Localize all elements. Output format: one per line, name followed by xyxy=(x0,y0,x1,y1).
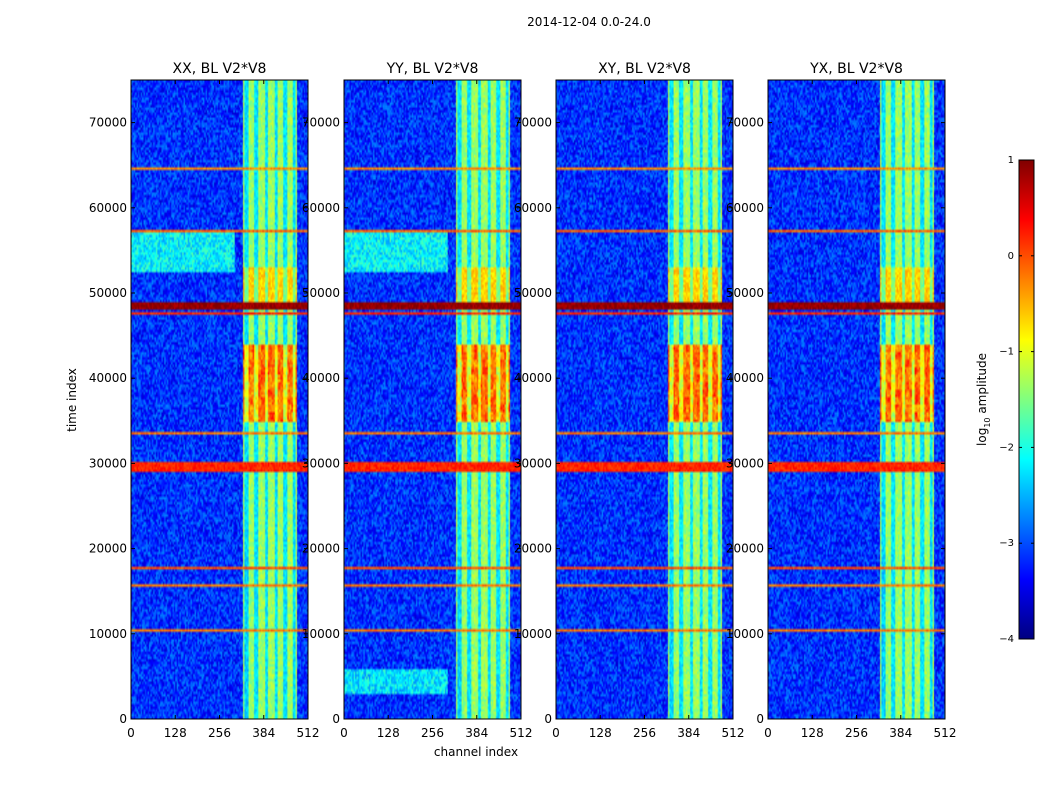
colorbar-label: log10 amplitude xyxy=(975,353,992,446)
panel-title-3: XY, BL V2*V8 xyxy=(598,61,691,77)
y-tick-label: 50000 xyxy=(514,286,552,300)
y-tick-label: 20000 xyxy=(302,542,340,556)
heatmap-1 xyxy=(131,80,308,719)
y-tick-label: 30000 xyxy=(89,456,127,470)
x-tick-label: 256 xyxy=(421,726,444,740)
colorbar: −4 −3 −2 −1 0 1 log10 amplitude xyxy=(975,155,1035,645)
panel-title-2: YY, BL V2*V8 xyxy=(386,61,479,77)
y-tick-label: 60000 xyxy=(726,201,764,215)
y-tick-label: 10000 xyxy=(726,627,764,641)
y-tick-label: 70000 xyxy=(726,116,764,130)
colorbar-tick-label: −2 xyxy=(999,442,1014,453)
x-tick-label: 512 xyxy=(297,726,320,740)
x-tick-label: 384 xyxy=(889,726,912,740)
y-tick-label: 40000 xyxy=(89,371,127,385)
y-tick-label: 40000 xyxy=(726,371,764,385)
x-tick-label: 0 xyxy=(127,726,135,740)
y-tick-label: 70000 xyxy=(514,116,552,130)
y-tick-label: 10000 xyxy=(89,627,127,641)
heatmap-4 xyxy=(768,80,945,719)
panel-2: YY, BL V2*V8 0 128 256 384 512 0 10000 20000 3000… xyxy=(302,61,533,740)
x-tick-label: 256 xyxy=(845,726,868,740)
x-tick-label: 384 xyxy=(252,726,275,740)
colorbar-swatch xyxy=(1018,159,1035,640)
x-tick-label: 384 xyxy=(677,726,700,740)
colorbar-tick-label: −3 xyxy=(999,538,1014,549)
y-tick-label: 20000 xyxy=(89,542,127,556)
y-tick-label: 60000 xyxy=(514,201,552,215)
y-tick-label: 70000 xyxy=(89,116,127,130)
y-tick-label: 10000 xyxy=(514,627,552,641)
y-tick-label: 60000 xyxy=(302,201,340,215)
x-tick-label: 128 xyxy=(164,726,187,740)
x-tick-label: 256 xyxy=(633,726,656,740)
x-tick-label: 128 xyxy=(589,726,612,740)
y-axis-label: time index xyxy=(65,368,79,432)
colorbar-tick-label: −1 xyxy=(999,347,1014,358)
y-tick-label: 40000 xyxy=(302,371,340,385)
x-tick-label: 512 xyxy=(510,726,533,740)
y-tick-label: 0 xyxy=(756,712,764,726)
figure-suptitle: 2014-12-04 0.0-24.0 xyxy=(527,15,651,29)
colorbar-tick-label: 1 xyxy=(1008,155,1014,166)
x-tick-label: 256 xyxy=(208,726,231,740)
panel-3: XY, BL V2*V8 0 128 256 384 512 0 10000 20000 3000… xyxy=(514,61,745,740)
colorbar-tick-label: 0 xyxy=(1008,251,1014,262)
x-tick-label: 128 xyxy=(377,726,400,740)
x-tick-label: 128 xyxy=(801,726,824,740)
x-tick-label: 512 xyxy=(722,726,745,740)
x-tick-label: 384 xyxy=(465,726,488,740)
y-tick-label: 50000 xyxy=(302,286,340,300)
x-tick-label: 0 xyxy=(764,726,772,740)
y-tick-label: 0 xyxy=(544,712,552,726)
y-tick-label: 60000 xyxy=(89,201,127,215)
panel-title-1: XX, BL V2*V8 xyxy=(173,61,267,77)
x-tick-label: 0 xyxy=(340,726,348,740)
x-axis-label: channel index xyxy=(434,745,518,759)
x-tick-label: 512 xyxy=(934,726,957,740)
y-tick-label: 0 xyxy=(119,712,127,726)
y-tick-label: 0 xyxy=(332,712,340,726)
x-tick-label: 0 xyxy=(552,726,560,740)
panel-group: XX, BL V2*V8 0 128 256 384 512 0 10000 20000 3000… xyxy=(89,61,957,740)
heatmap-3 xyxy=(556,80,733,719)
colorbar-label-log: log xyxy=(975,428,989,446)
y-tick-label: 30000 xyxy=(302,456,340,470)
colorbar-label-rest: amplitude xyxy=(975,353,989,417)
panel-title-4: YX, BL V2*V8 xyxy=(809,61,903,77)
y-tick-label: 30000 xyxy=(726,456,764,470)
y-tick-label: 10000 xyxy=(302,627,340,641)
y-tick-label: 50000 xyxy=(89,286,127,300)
y-tick-label: 40000 xyxy=(514,371,552,385)
y-tick-label: 70000 xyxy=(302,116,340,130)
y-tick-label: 20000 xyxy=(514,542,552,556)
colorbar-tick-label: −4 xyxy=(999,634,1014,645)
y-tick-label: 50000 xyxy=(726,286,764,300)
heatmap-2 xyxy=(344,80,521,719)
panel-1: XX, BL V2*V8 0 128 256 384 512 0 10000 20000 3000… xyxy=(89,61,320,740)
y-tick-label: 30000 xyxy=(514,456,552,470)
colorbar-label-subscript: 10 xyxy=(983,417,992,427)
panel-4: YX, BL V2*V8 0 128 256 384 512 0 10000 20000 3000… xyxy=(726,61,957,740)
y-tick-label: 20000 xyxy=(726,542,764,556)
